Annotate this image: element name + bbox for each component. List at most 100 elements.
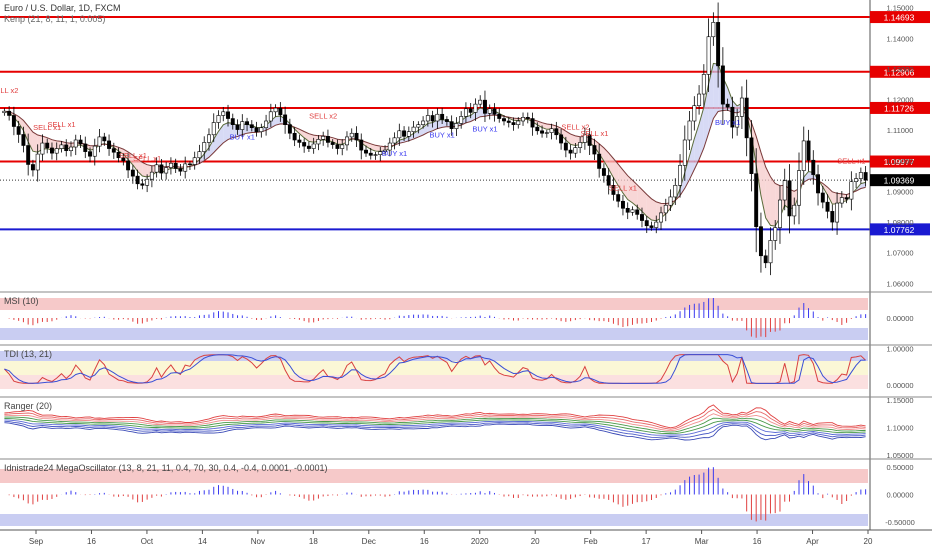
- support-price-label: 1.07762: [884, 225, 915, 235]
- cloud-segment: [23, 120, 29, 142]
- cloud-segment: [703, 83, 709, 149]
- candle-body: [620, 200, 625, 209]
- cloud-segment: [137, 158, 143, 176]
- cloud-segment: [465, 115, 471, 123]
- time-tick-label: Oct: [141, 537, 154, 546]
- tdi-tick-label: 1.00000: [886, 345, 913, 354]
- time-tick-label: Mar: [695, 537, 709, 546]
- candle-body: [335, 144, 340, 149]
- candle-body: [749, 137, 754, 174]
- candle-body: [359, 139, 364, 151]
- candle-body: [768, 240, 773, 264]
- mega-tick-label: 0.50000: [886, 463, 913, 472]
- indicator-title: Kenp (21, 8, 11, 1, 0.005): [4, 14, 106, 24]
- ranger-band-line: [4, 419, 866, 436]
- candle-body: [478, 99, 483, 105]
- msi-upper-band: [0, 298, 868, 310]
- cloud-segment: [223, 122, 229, 143]
- tdi-title: TDI (13, 21): [4, 349, 53, 359]
- cloud-segment: [337, 139, 343, 145]
- tdi-main-line: [4, 354, 866, 384]
- buy-signal-label: BUY x1: [382, 149, 407, 158]
- candle-body: [644, 220, 649, 227]
- price-tick-label: 1.12000: [886, 96, 913, 105]
- candle-body: [59, 144, 64, 149]
- candle-body: [592, 145, 597, 155]
- candle-body: [126, 160, 131, 171]
- time-tick-label: 16: [753, 537, 762, 546]
- candle-body: [454, 123, 459, 129]
- candle-body: [249, 124, 254, 129]
- candle-body: [535, 126, 540, 132]
- candle-body: [221, 111, 226, 116]
- mega-upper-band: [0, 469, 868, 483]
- candle-body: [2, 110, 7, 114]
- candle-body: [816, 174, 821, 194]
- candle-body: [411, 126, 416, 133]
- candle-body: [716, 22, 721, 67]
- cloud-segment: [437, 119, 443, 129]
- candle-body: [135, 175, 140, 185]
- candle-body: [863, 172, 868, 181]
- candle-body: [397, 130, 402, 139]
- buy-signal-label: BUY x1: [715, 118, 740, 127]
- candle-body: [511, 122, 516, 125]
- candle-body: [839, 197, 844, 204]
- current-price-tag: [870, 174, 930, 187]
- candle-body: [792, 204, 797, 217]
- resistance-price-label: 1.09977: [884, 157, 915, 167]
- ranger-band-line: [4, 422, 866, 441]
- time-tick-label: 16: [87, 537, 96, 546]
- buy-signal-label: BUY x1: [429, 130, 454, 139]
- cloud-segment: [432, 119, 438, 131]
- candle-body: [530, 118, 535, 128]
- ranger-band-line: [4, 413, 866, 432]
- candle-body: [635, 209, 640, 215]
- cloud-segment: [304, 131, 309, 142]
- candle-body: [440, 113, 445, 120]
- ranger-band-line: [4, 420, 866, 438]
- chart-title: Euro / U.S. Dollar, 1D, FXCM: [4, 3, 121, 13]
- candle-body: [364, 149, 368, 154]
- candle-body: [78, 139, 83, 145]
- candle-body: [430, 115, 435, 122]
- cloud-segment: [860, 182, 866, 189]
- candle-body: [40, 142, 45, 155]
- candle-body: [311, 143, 316, 149]
- mega-tick-label: -0.50000: [885, 518, 915, 527]
- candle-body: [611, 185, 616, 195]
- candle-body: [473, 103, 478, 113]
- resistance-price-label: 1.14693: [884, 13, 915, 23]
- candle-body: [245, 121, 250, 125]
- msi-title: MSI (10): [4, 296, 39, 306]
- candle-body: [758, 226, 763, 257]
- slow-ma-line: [4, 109, 866, 205]
- candle-body: [235, 124, 240, 130]
- candle-body: [387, 142, 392, 151]
- candle-body: [216, 115, 221, 123]
- cloud-segment: [275, 116, 281, 126]
- candle-body: [578, 142, 583, 148]
- candle-body: [340, 144, 345, 149]
- candle-body: [378, 151, 383, 155]
- candle-body: [720, 65, 725, 105]
- candle-body: [292, 132, 297, 141]
- sell-signal-label: SELL x1: [580, 129, 608, 138]
- candle-body: [797, 170, 801, 206]
- candle-body: [492, 108, 497, 115]
- ranger-band-line: [4, 416, 866, 433]
- candle-body: [525, 117, 530, 119]
- candle-body: [673, 185, 678, 198]
- mega-tick-label: 0.00000: [886, 491, 913, 500]
- price-tick-label: 1.09000: [886, 187, 913, 196]
- fast-ma-line: [4, 62, 866, 227]
- candle-body: [11, 115, 16, 127]
- cloud-segment: [713, 63, 719, 119]
- candle-body: [406, 131, 411, 137]
- cloud-segment: [270, 116, 276, 128]
- price-tick-label: 1.11000: [887, 126, 914, 135]
- candle-body: [26, 145, 31, 165]
- cloud-segment: [470, 111, 476, 122]
- time-tick-label: 17: [642, 537, 651, 546]
- candle-body: [240, 121, 245, 130]
